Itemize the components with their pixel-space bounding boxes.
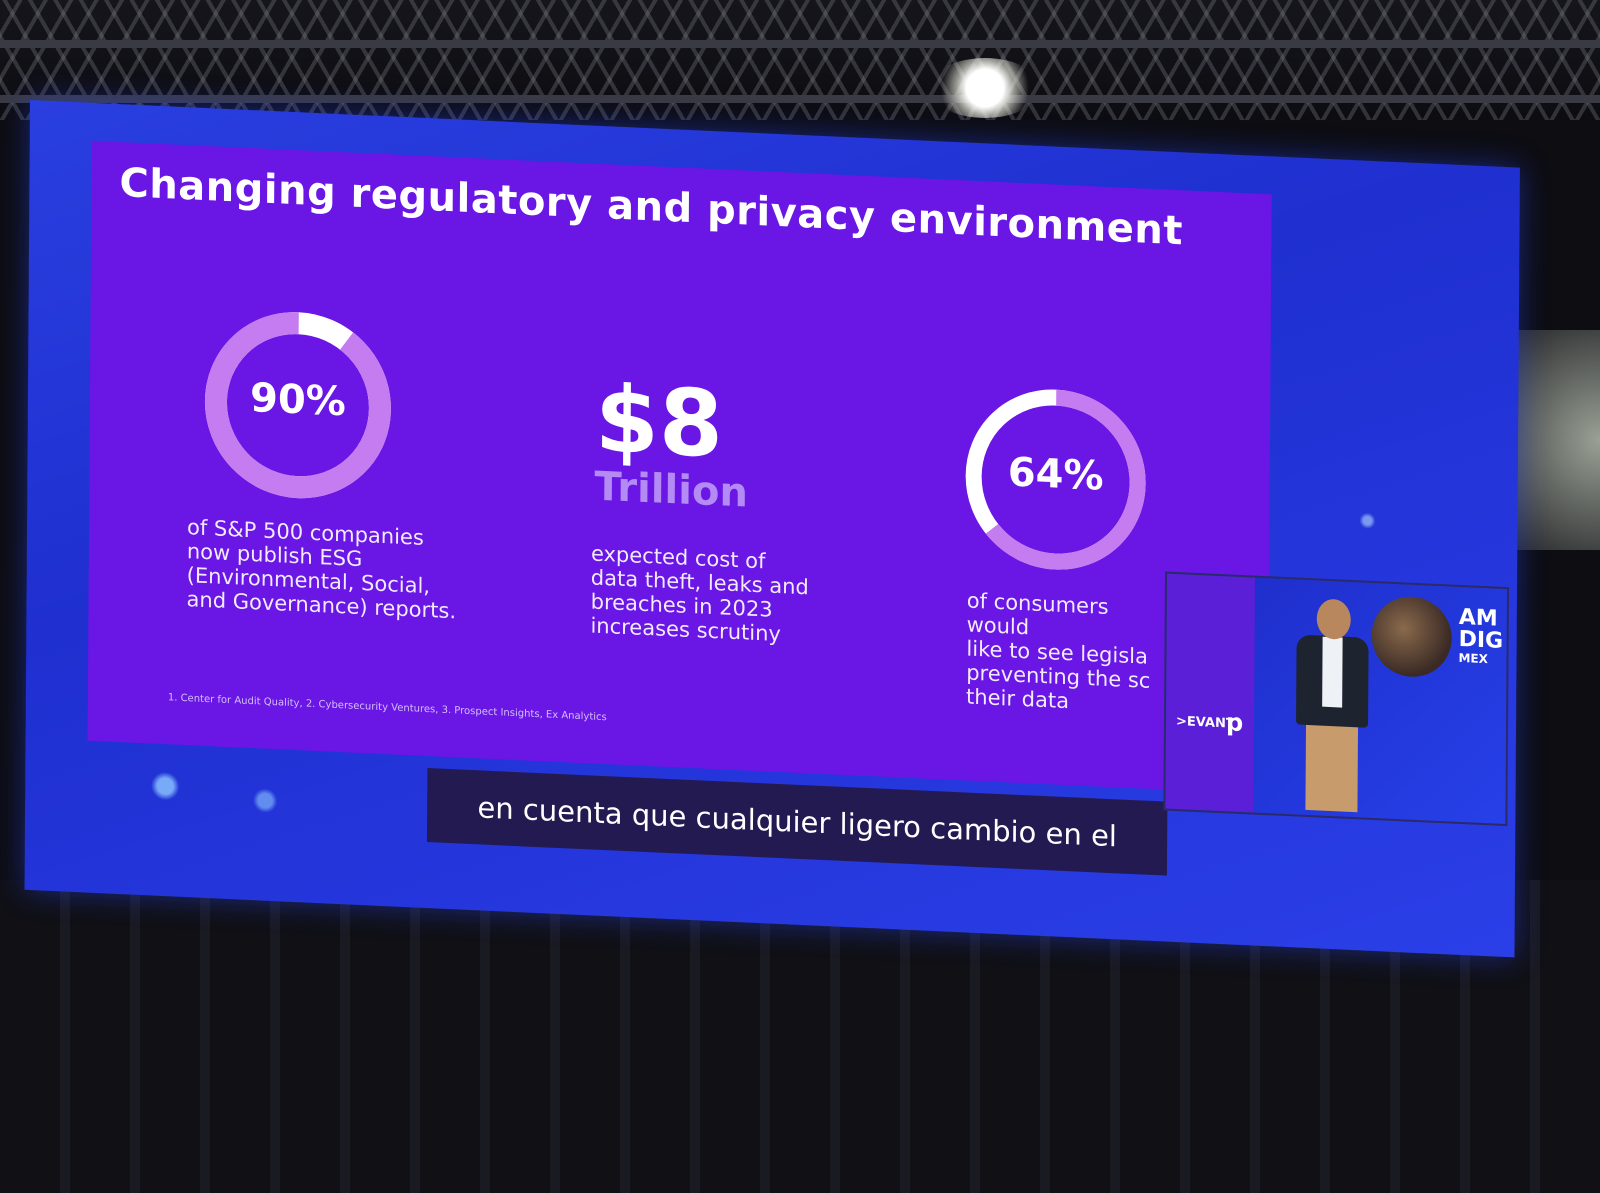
truss-beam [0, 40, 1600, 48]
donut-fill [965, 389, 1146, 570]
presentation-slide: Changing regulatory and privacy environm… [87, 140, 1272, 795]
stat-90-percent: 90% [197, 301, 398, 510]
speaker-head [1316, 598, 1351, 640]
stat-value: 64% [1007, 449, 1104, 500]
led-screen: Changing regulatory and privacy environm… [24, 100, 1520, 958]
stat-value-large: $8 [594, 365, 724, 479]
speaker-video-inset: >EVANT p AM DIG MEX [1163, 571, 1510, 827]
donut-ring-90 [204, 312, 391, 499]
stage-truss [0, 0, 1600, 120]
event-logo-line: DIG [1458, 626, 1504, 654]
speaker-shirt [1322, 636, 1343, 708]
stage-spotlight [930, 58, 1040, 118]
stat-description: expected cost of data theft, leaks and b… [590, 541, 809, 647]
slide-footnote: 1. Center for Audit Quality, 2. Cybersec… [167, 692, 607, 724]
stat-64-percent: 64% [955, 375, 1156, 584]
truss-beam [0, 95, 1600, 103]
p-logo-icon: p [1225, 708, 1244, 738]
stat-description: of consumers would like to see legisla p… [966, 588, 1151, 714]
globe-icon [1371, 594, 1452, 679]
inset-slide-panel [1165, 573, 1256, 813]
stat-value: 90% [249, 375, 347, 426]
speaker-legs [1305, 719, 1359, 813]
event-logo: AM DIG MEX [1458, 605, 1504, 667]
donut-ring-64 [965, 389, 1146, 570]
stat-description: of S&P 500 companies now publish ESG (En… [186, 515, 457, 624]
stat-unit: Trillion [594, 463, 749, 517]
